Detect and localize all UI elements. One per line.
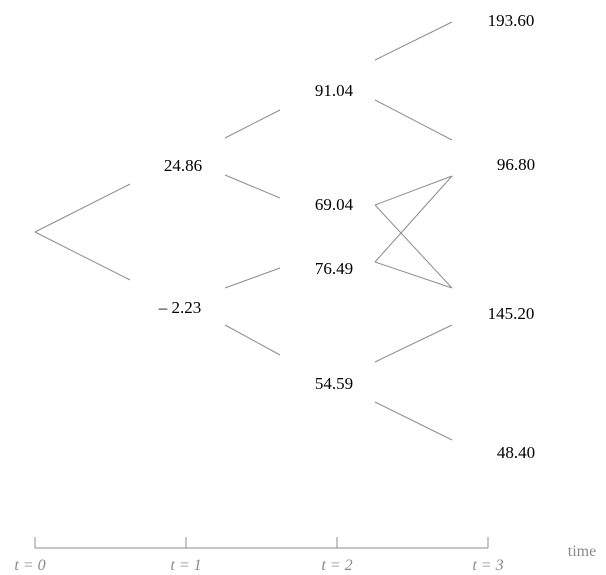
node-t3-n2: 96.80	[497, 155, 535, 174]
node-t2-n2: 69.04	[315, 195, 354, 214]
edge-n4-to-145	[374, 324, 453, 363]
edge-upper-to-n1	[224, 109, 281, 139]
time-axis-label-0: t = 0	[14, 557, 45, 574]
node-t3-n4: 48.40	[497, 443, 535, 462]
node-t1-upper: 24.86	[164, 156, 202, 175]
time-axis-title: time	[568, 543, 596, 560]
edge-n3-to-96	[374, 175, 453, 263]
edge-root-to-lower	[34, 231, 131, 281]
time-axis-label-2: t = 2	[321, 557, 352, 574]
edge-n3-to-145	[374, 261, 453, 289]
node-t3-n3: 145.20	[488, 304, 535, 323]
edge-root-to-upper	[34, 183, 131, 233]
time-axis: t = 0 t = 1 t = 2 t = 3 time	[14, 537, 596, 574]
time-axis-label-3: t = 3	[472, 557, 503, 574]
node-t2-n3: 76.49	[315, 259, 353, 278]
edge-n2-to-145	[374, 204, 453, 289]
node-t2-n4: 54.59	[315, 374, 353, 393]
edge-upper-to-n2	[224, 174, 281, 199]
edge-n1-to-193	[374, 21, 453, 61]
edge-lower-to-n3	[224, 267, 281, 289]
edge-n2-to-96	[374, 175, 453, 206]
node-t3-n1: 193.60	[488, 11, 535, 30]
edge-n4-to-48	[374, 401, 453, 441]
node-t1-lower: – 2.23	[158, 298, 202, 317]
edge-n1-to-96	[374, 99, 453, 141]
node-t2-n1: 91.04	[315, 81, 354, 100]
time-axis-label-1: t = 1	[170, 557, 201, 574]
edge-lower-to-n4	[224, 324, 281, 356]
